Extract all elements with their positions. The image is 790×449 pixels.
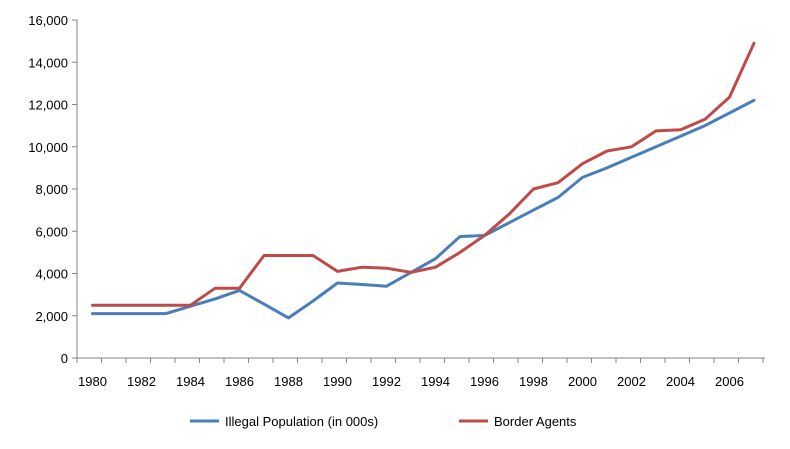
x-tick-label: 1986 — [225, 374, 254, 389]
x-tick-label: 1990 — [323, 374, 352, 389]
x-tick-label: 2006 — [715, 374, 744, 389]
x-tick-label: 2004 — [666, 374, 695, 389]
x-tick-label: 1984 — [176, 374, 205, 389]
x-tick-label: 2002 — [617, 374, 646, 389]
x-tick-label: 2000 — [568, 374, 597, 389]
x-tick-label: 1996 — [470, 374, 499, 389]
legend-label: Illegal Population (in 000s) — [225, 414, 378, 429]
x-axis: 1980 1982 1984 1986 1988 1990 1992 1994 1996 1998… — [76, 357, 765, 389]
legend: Illegal Population (in 000s) Border Agent… — [190, 414, 577, 429]
x-tick-label: 1988 — [274, 374, 303, 389]
y-tick-label: 2,000 — [35, 309, 68, 324]
y-tick-label: 10,000 — [28, 140, 68, 155]
y-tick-label: 16,000 — [28, 13, 68, 28]
series-line-border-agents — [91, 41, 756, 307]
legend-item-border-agents: Border Agents — [459, 414, 577, 429]
x-tick-label: 1980 — [78, 374, 107, 389]
x-tick-label: 1992 — [372, 374, 401, 389]
y-tick-label: 0 — [61, 351, 68, 366]
y-axis: 0 2,000 4,000 6,000 8,000 10,000 12,000 14,000 1… — [28, 13, 78, 366]
x-tick-label: 1982 — [127, 374, 156, 389]
series-line-illegal-population — [91, 98, 756, 320]
y-tick-label: 14,000 — [28, 55, 68, 70]
y-tick-label: 8,000 — [35, 182, 68, 197]
x-tick-label: 1994 — [421, 374, 450, 389]
y-tick-label: 12,000 — [28, 98, 68, 113]
x-tick-label: 1998 — [519, 374, 548, 389]
y-tick-label: 4,000 — [35, 267, 68, 282]
legend-label: Border Agents — [494, 414, 577, 429]
y-tick-label: 6,000 — [35, 224, 68, 239]
legend-item-illegal-population: Illegal Population (in 000s) — [190, 414, 378, 429]
series-lines — [91, 41, 756, 320]
